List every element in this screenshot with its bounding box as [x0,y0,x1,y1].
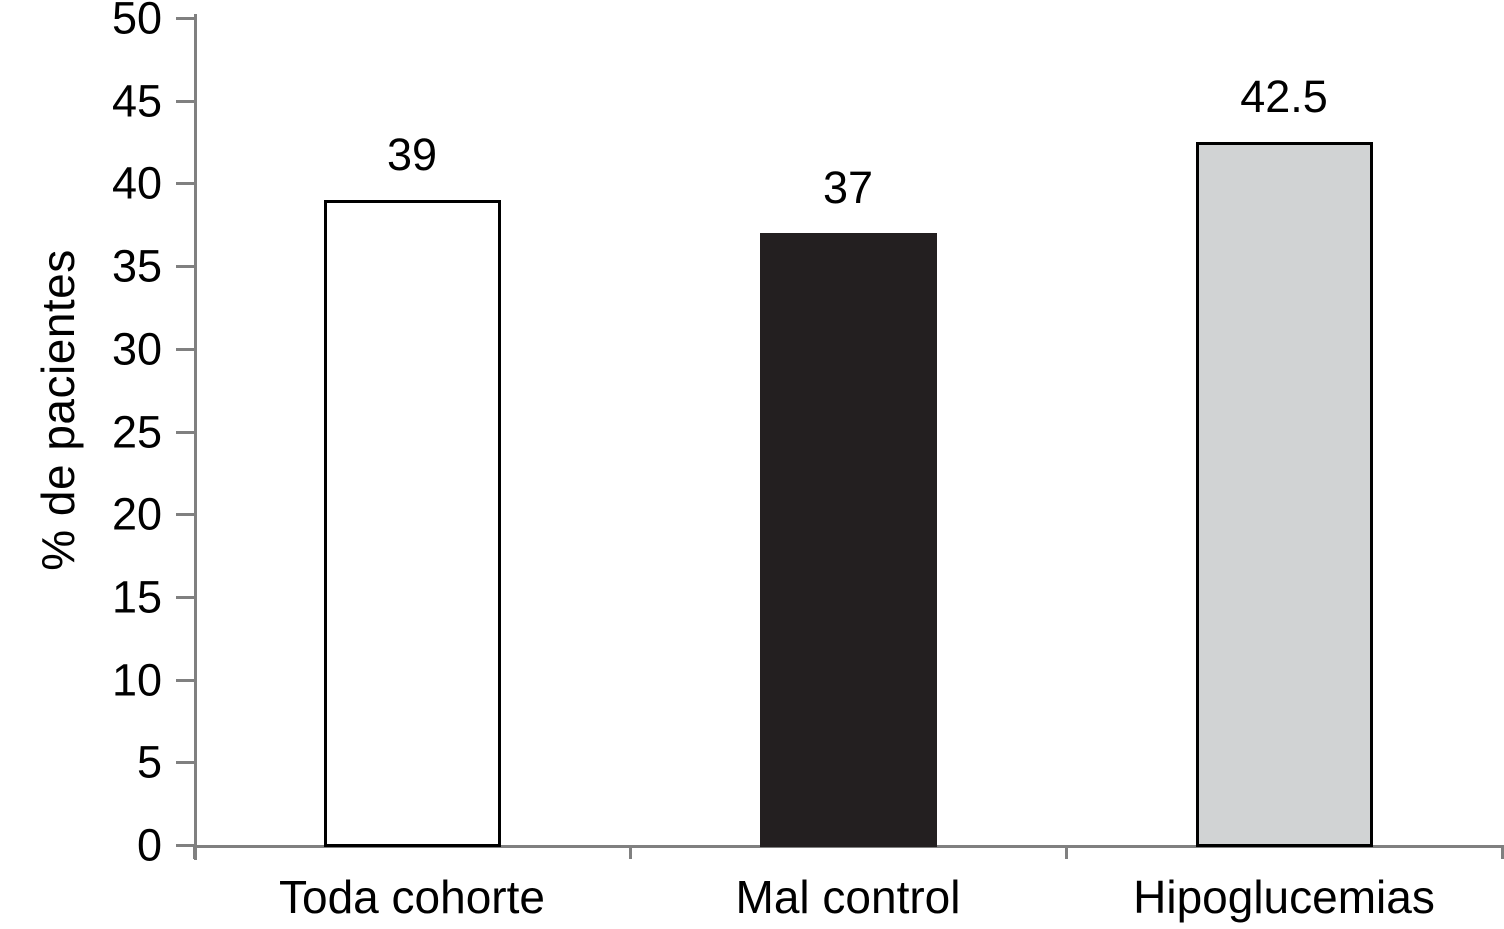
bar-2 [759,233,937,847]
y-tick-mark [176,761,194,765]
y-tick-mark [176,265,194,269]
y-tick-label: 10 [111,654,162,706]
bar-value-label: 42.5 [1240,71,1328,123]
y-tick-mark [176,678,194,682]
y-tick-mark [176,182,194,186]
y-tick-label: 45 [111,75,162,127]
x-tick-mark [1500,845,1504,859]
y-tick-mark [176,513,194,517]
y-axis-line [194,14,197,860]
y-tick-mark [176,844,194,847]
y-tick-label: 30 [111,323,162,375]
y-tick-label: 5 [136,736,162,788]
x-tick-mark [1064,845,1068,859]
bar-1 [323,199,501,847]
x-tick-mark [628,845,632,859]
y-tick-mark [176,430,194,434]
y-tick-label: 40 [111,157,162,209]
y-tick-label: 15 [111,571,162,623]
y-tick-label: 50 [111,0,162,44]
y-tick-label: 0 [136,819,162,871]
y-tick-mark [176,595,194,599]
x-category-label: Toda cohorte [279,871,545,923]
bar-value-label: 37 [822,162,874,214]
y-tick-label: 20 [111,488,162,540]
x-tick-mark [192,845,196,859]
bar-3 [1195,142,1373,847]
x-category-label: Mal control [735,871,961,923]
y-tick-mark [176,347,194,351]
y-tick-label: 25 [111,406,162,457]
y-tick-mark [176,17,194,20]
bar-value-label: 39 [386,128,438,180]
y-tick-mark [176,99,194,103]
y-tick-label: 35 [111,240,162,292]
x-category-label: Hipoglucemias [1133,871,1435,923]
